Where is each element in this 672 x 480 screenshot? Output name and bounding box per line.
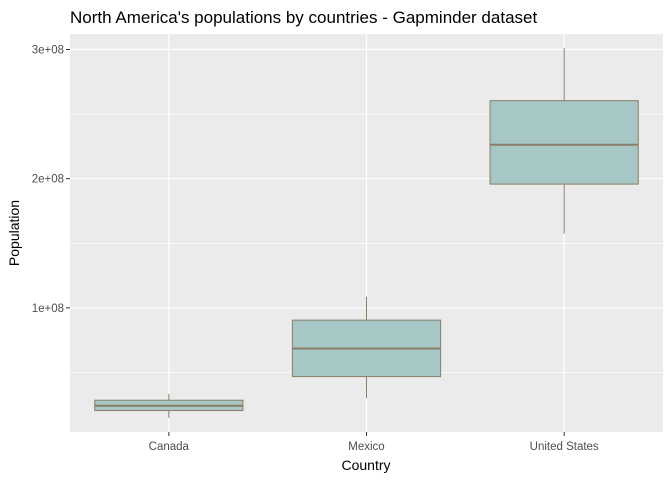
box-canada — [94, 393, 244, 418]
y-axis-title: Population — [6, 200, 22, 266]
box-iqr — [489, 100, 639, 185]
y-tick-label: 1e+08 — [32, 303, 64, 315]
chart-title: North America's populations by countries… — [70, 8, 537, 27]
x-tick-label: Canada — [149, 441, 190, 453]
y-axis: 1e+08 2e+08 3e+08 — [32, 45, 70, 315]
y-tick-label: 2e+08 — [32, 174, 64, 186]
box-united-states — [489, 48, 639, 234]
box-mexico — [291, 296, 442, 399]
boxes — [94, 48, 639, 418]
y-tick-label: 3e+08 — [32, 45, 64, 57]
x-axis: Canada Mexico United States — [149, 432, 599, 453]
x-tick-label: Mexico — [348, 441, 384, 453]
x-axis-title: Country — [341, 457, 390, 473]
x-tick-label: United States — [530, 441, 599, 453]
